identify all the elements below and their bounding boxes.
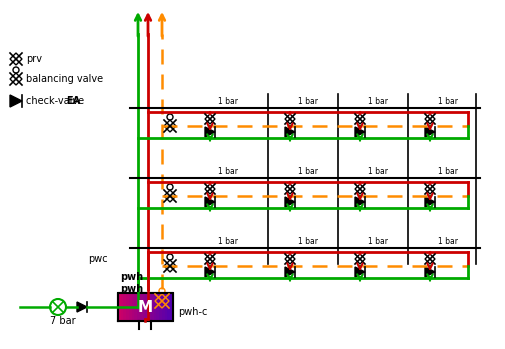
Bar — [165, 293, 167, 321]
Text: pwh-c: pwh-c — [178, 307, 207, 317]
Bar — [145, 293, 148, 321]
Polygon shape — [284, 197, 294, 207]
Polygon shape — [424, 267, 434, 277]
Bar — [131, 293, 134, 321]
Text: 1 bar: 1 bar — [367, 237, 387, 246]
Bar — [140, 293, 142, 321]
Bar — [129, 293, 131, 321]
Bar — [150, 293, 154, 321]
Text: 1 bar: 1 bar — [437, 237, 457, 246]
Polygon shape — [205, 267, 215, 277]
Text: balancing valve: balancing valve — [26, 74, 103, 84]
Text: pwh: pwh — [120, 284, 143, 294]
Text: 1 bar: 1 bar — [437, 97, 457, 106]
Bar — [142, 293, 145, 321]
Polygon shape — [10, 95, 22, 107]
Bar — [156, 293, 159, 321]
Text: pwc: pwc — [88, 254, 108, 264]
Text: 1 bar: 1 bar — [297, 167, 317, 176]
Polygon shape — [424, 127, 434, 137]
Text: prv: prv — [26, 54, 42, 64]
Bar — [167, 293, 170, 321]
Polygon shape — [205, 197, 215, 207]
Text: 1 bar: 1 bar — [297, 237, 317, 246]
Polygon shape — [284, 267, 294, 277]
Text: 7 bar: 7 bar — [50, 316, 75, 326]
Polygon shape — [424, 197, 434, 207]
Polygon shape — [355, 127, 364, 137]
FancyBboxPatch shape — [118, 293, 173, 321]
Text: 1 bar: 1 bar — [218, 167, 237, 176]
Bar — [148, 293, 150, 321]
Bar — [162, 293, 165, 321]
Bar — [137, 293, 140, 321]
Polygon shape — [284, 127, 294, 137]
Text: EA: EA — [66, 96, 80, 106]
Bar — [134, 293, 137, 321]
Text: 1 bar: 1 bar — [367, 97, 387, 106]
Text: pwh: pwh — [120, 272, 143, 282]
Bar — [118, 293, 121, 321]
Text: M: M — [138, 299, 153, 314]
Text: 1 bar: 1 bar — [218, 237, 237, 246]
Bar — [121, 293, 123, 321]
Bar — [170, 293, 173, 321]
Polygon shape — [355, 267, 364, 277]
Bar — [159, 293, 162, 321]
Polygon shape — [355, 197, 364, 207]
Bar — [123, 293, 126, 321]
Text: 1 bar: 1 bar — [218, 97, 237, 106]
Text: check-valve: check-valve — [26, 96, 87, 106]
Bar — [126, 293, 129, 321]
Polygon shape — [77, 302, 87, 312]
Text: 1 bar: 1 bar — [437, 167, 457, 176]
Text: 1 bar: 1 bar — [297, 97, 317, 106]
Bar — [154, 293, 156, 321]
Text: 1 bar: 1 bar — [367, 167, 387, 176]
Polygon shape — [205, 127, 215, 137]
